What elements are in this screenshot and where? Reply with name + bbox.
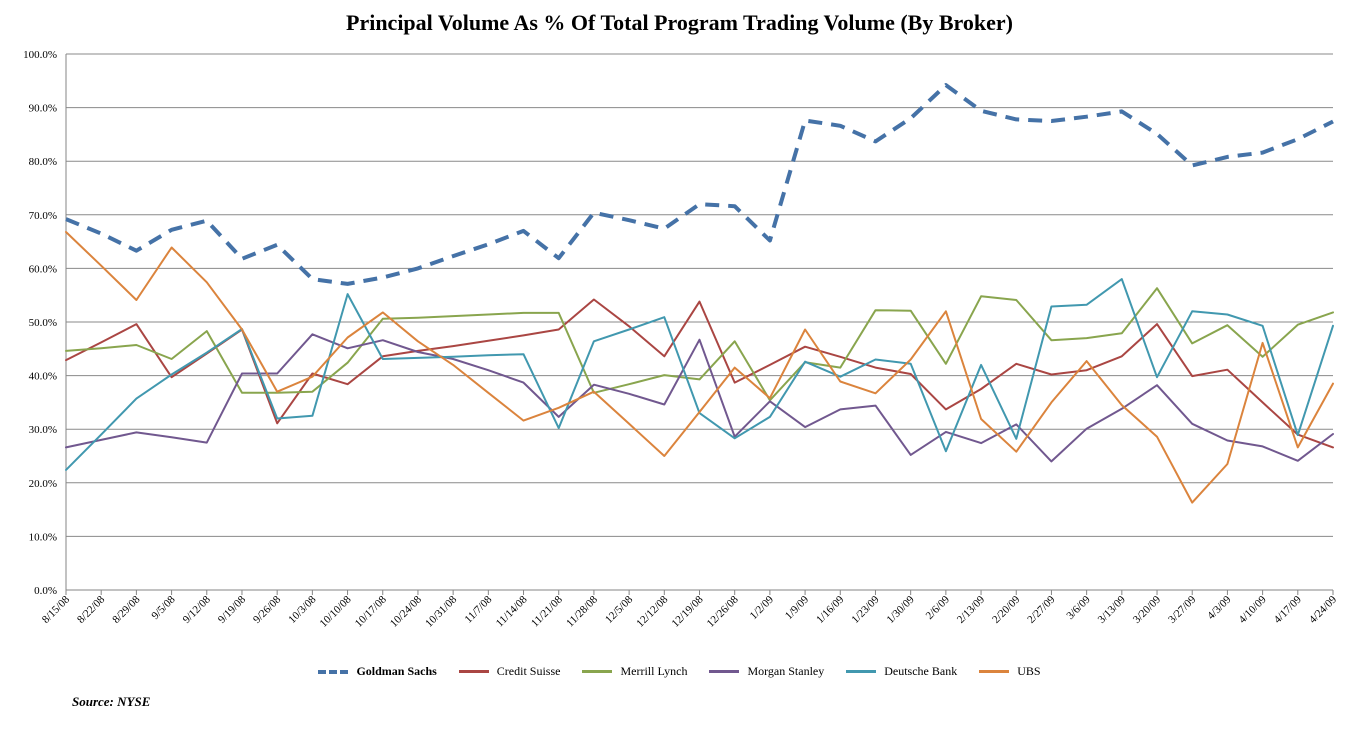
legend-item: Goldman Sachs bbox=[318, 664, 437, 679]
legend-label: Merrill Lynch bbox=[620, 664, 688, 678]
x-tick-label: 12/19/08 bbox=[669, 593, 705, 629]
legend-label: Credit Suisse bbox=[496, 664, 561, 678]
x-tick-label: 10/3/08 bbox=[286, 593, 319, 626]
legend-swatch bbox=[318, 669, 349, 674]
y-tick-labels: 0.0% 10.0% 20.0% 30.0% 40.0% 50.0% 60.0% 70.0% 8… bbox=[23, 49, 57, 597]
legend-swatch bbox=[458, 670, 489, 673]
legend-label: Deutsche Bank bbox=[884, 664, 958, 678]
x-tick-label: 3/20/09 bbox=[1131, 593, 1164, 626]
x-tick-label: 4/10/09 bbox=[1236, 593, 1269, 626]
x-tick-label: 8/29/08 bbox=[110, 593, 143, 626]
y-tick-label: 90.0% bbox=[29, 103, 57, 115]
series-line-credit-suisse bbox=[65, 298, 1334, 449]
x-tick-label: 12/26/08 bbox=[705, 593, 741, 629]
gridlines bbox=[65, 53, 1333, 591]
x-tick-label: 9/5/08 bbox=[149, 593, 178, 622]
y-tick-label: 50.0% bbox=[29, 317, 57, 329]
legend-item: Credit Suisse bbox=[458, 664, 561, 679]
x-tick-label: 8/22/08 bbox=[75, 593, 108, 626]
y-tick-label: 70.0% bbox=[29, 210, 57, 222]
y-tick-label: 20.0% bbox=[29, 478, 57, 490]
x-tick-label: 12/5/08 bbox=[603, 593, 636, 626]
x-tick-label: 3/6/09 bbox=[1064, 593, 1093, 622]
x-tick-label: 9/19/08 bbox=[216, 593, 249, 626]
y-tick-label: 10.0% bbox=[29, 531, 57, 543]
chart-title: Principal Volume As % Of Total Program T… bbox=[346, 10, 1013, 35]
y-tick-label: 100.0% bbox=[23, 49, 57, 61]
y-tick-label: 30.0% bbox=[29, 424, 57, 436]
x-tick-label: 11/7/08 bbox=[462, 593, 494, 625]
x-tick-label: 4/24/09 bbox=[1307, 593, 1340, 626]
y-tick-label: 0.0% bbox=[34, 585, 57, 597]
y-tick-label: 60.0% bbox=[29, 263, 57, 275]
x-tick-label: 1/2/09 bbox=[748, 593, 777, 622]
series-line-ubs bbox=[65, 231, 1334, 504]
x-tick-label: 2/27/09 bbox=[1025, 593, 1058, 626]
source-note: Source: NYSE bbox=[72, 694, 151, 709]
x-tick-label: 12/12/08 bbox=[634, 593, 670, 629]
x-tick-label: 11/21/08 bbox=[529, 593, 565, 629]
x-tick-label: 10/31/08 bbox=[423, 593, 459, 629]
legend-label: Goldman Sachs bbox=[356, 664, 437, 678]
legend-item: UBS bbox=[979, 664, 1041, 679]
x-tick-label: 11/14/08 bbox=[494, 593, 530, 629]
x-tick-label: 10/17/08 bbox=[353, 593, 389, 629]
x-tick-label: 2/13/09 bbox=[955, 593, 988, 626]
x-tick-label: 4/3/09 bbox=[1205, 593, 1234, 622]
y-tick-label: 80.0% bbox=[29, 156, 57, 168]
x-tick-label: 9/12/08 bbox=[181, 593, 214, 626]
legend-item: Merrill Lynch bbox=[582, 664, 687, 679]
series-line-goldman-sachs bbox=[65, 83, 1334, 286]
x-tick-label: 8/15/08 bbox=[40, 593, 73, 626]
x-tick-label: 4/17/09 bbox=[1272, 593, 1305, 626]
legend-swatch bbox=[979, 670, 1010, 673]
x-tick-labels: 8/15/08 8/22/08 8/29/08 9/5/08 9/12/08 9/19/0… bbox=[40, 590, 1340, 630]
legend-item: Morgan Stanley bbox=[709, 664, 824, 679]
x-tick-label: 9/26/08 bbox=[251, 593, 284, 626]
legend-label: UBS bbox=[1017, 664, 1041, 678]
legend-item: Deutsche Bank bbox=[846, 664, 957, 679]
legend-swatch bbox=[582, 670, 613, 673]
x-tick-label: 10/10/08 bbox=[318, 593, 354, 629]
legend: Goldman Sachs Credit Suisse Merrill Lynch M… bbox=[0, 664, 1359, 679]
x-tick-label: 1/9/09 bbox=[783, 593, 812, 622]
legend-swatch bbox=[846, 670, 877, 673]
legend-swatch bbox=[709, 670, 740, 673]
series-line-morgan-stanley bbox=[65, 333, 1334, 463]
x-tick-label: 11/28/08 bbox=[564, 593, 600, 629]
y-tick-label: 40.0% bbox=[29, 371, 57, 383]
x-tick-label: 2/20/09 bbox=[990, 593, 1023, 626]
x-tick-label: 1/30/09 bbox=[885, 593, 918, 626]
x-tick-label: 1/23/09 bbox=[849, 593, 882, 626]
x-tick-label: 1/16/09 bbox=[814, 593, 847, 626]
x-tick-label: 10/24/08 bbox=[388, 593, 424, 629]
series-lines bbox=[65, 83, 1334, 504]
x-tick-label: 2/6/09 bbox=[924, 593, 953, 622]
series-line-merrill-lynch bbox=[65, 287, 1334, 402]
legend-label: Morgan Stanley bbox=[747, 664, 825, 678]
x-tick-label: 3/13/09 bbox=[1096, 593, 1129, 626]
x-tick-label: 3/27/09 bbox=[1166, 593, 1199, 626]
